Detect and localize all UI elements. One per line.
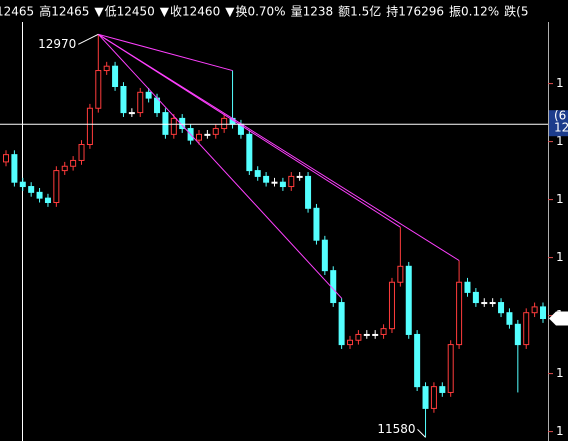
candle-body xyxy=(263,175,270,183)
crosshair-label: 12 xyxy=(554,121,568,135)
annotation-leader xyxy=(417,429,426,438)
header-item: 低12450 xyxy=(105,5,155,19)
candle-body xyxy=(305,175,312,209)
candle-body xyxy=(498,302,505,314)
y-tick-label: 1 xyxy=(556,250,564,264)
candle-body xyxy=(523,312,530,346)
candle-body xyxy=(128,112,135,115)
candle-body xyxy=(120,86,127,114)
candle-body xyxy=(506,312,513,325)
candle-body xyxy=(414,333,421,388)
trend-line xyxy=(98,33,233,72)
candle-body xyxy=(447,344,454,393)
candle-body xyxy=(430,386,437,409)
header-item: 量1238 xyxy=(291,5,334,19)
candle-body xyxy=(540,306,546,319)
candle-body xyxy=(221,117,228,130)
candle-body xyxy=(28,186,35,193)
candle-body xyxy=(162,112,169,135)
candle-body xyxy=(137,91,144,114)
candle-body xyxy=(11,154,18,183)
header-item: 跌(5 xyxy=(504,4,528,19)
candle-body xyxy=(112,65,119,87)
header-item: 收12460 xyxy=(170,5,220,19)
candle-body xyxy=(514,323,521,346)
candle-body xyxy=(3,154,9,163)
header-item: 持176296 xyxy=(386,4,444,19)
candle-body xyxy=(363,333,370,336)
y-tick-label: 1 xyxy=(556,76,564,90)
candle-body xyxy=(456,281,463,346)
candle-body xyxy=(179,117,186,130)
header-item: ▼ xyxy=(225,5,235,19)
candle-body xyxy=(380,328,387,335)
candle-body xyxy=(338,302,345,346)
y-tick-label: 1 xyxy=(556,366,564,380)
candle-body xyxy=(321,239,328,272)
candle-body xyxy=(439,386,446,393)
annotation-label: 12970 xyxy=(38,37,76,51)
last-price-box xyxy=(556,311,568,326)
candle-body xyxy=(53,170,60,204)
y-tick-label: 1 xyxy=(556,192,564,206)
header-item: 高12465 xyxy=(39,4,89,19)
trend-line xyxy=(98,33,460,261)
candle-body xyxy=(422,386,429,409)
candle-body xyxy=(246,133,253,172)
candle-body xyxy=(405,265,412,335)
candle-body xyxy=(296,175,303,178)
candle-body xyxy=(489,302,496,305)
header-item: 额1.5亿 xyxy=(338,4,381,19)
crosshair-label-box xyxy=(549,110,568,137)
candle-body xyxy=(464,281,471,293)
candle-body xyxy=(271,181,278,184)
candle-body xyxy=(254,170,261,177)
candle-body xyxy=(531,306,538,314)
y-tick-label: 1 xyxy=(556,424,564,438)
trend-line xyxy=(97,33,342,299)
annotation-label: 11580 xyxy=(377,422,415,436)
candle-body xyxy=(313,207,320,241)
candle-body xyxy=(36,191,43,199)
last-price-label: 1 xyxy=(558,311,566,325)
candle-body xyxy=(279,181,286,188)
candle-body xyxy=(288,175,295,188)
candle-body xyxy=(204,133,211,136)
candle-body xyxy=(372,333,379,336)
candle-body xyxy=(78,144,85,161)
candle-body xyxy=(19,181,26,188)
candle-body xyxy=(170,117,177,135)
header-item: 振0.12% xyxy=(449,5,499,19)
y-tick-label: 1 xyxy=(556,134,564,148)
header-item: 12465 xyxy=(0,5,34,19)
candle-body xyxy=(347,339,354,346)
candle-body xyxy=(472,291,479,304)
candle-body xyxy=(195,133,202,141)
candle-body xyxy=(103,65,110,72)
header-item: 换0.70% xyxy=(235,5,285,19)
candle-body xyxy=(95,70,102,109)
candle-body xyxy=(44,197,51,203)
candle-body xyxy=(388,281,395,330)
candle-body xyxy=(61,165,68,172)
last-price-pointer xyxy=(549,311,556,326)
header-bar: 12465高12465▼低12450▼收12460▼换0.70%量1238额1.… xyxy=(0,4,528,19)
candle-body xyxy=(355,333,362,341)
header-item: ▼ xyxy=(94,5,104,19)
candle-body xyxy=(86,107,93,145)
candle-body xyxy=(70,159,77,167)
candle-body xyxy=(397,265,404,283)
annotation-leader xyxy=(78,33,99,45)
header-item: ▼ xyxy=(160,5,170,19)
candle-body xyxy=(481,302,488,305)
candle-body xyxy=(212,128,219,135)
crosshair-label: (6 xyxy=(554,109,566,123)
candle-body xyxy=(145,91,152,99)
